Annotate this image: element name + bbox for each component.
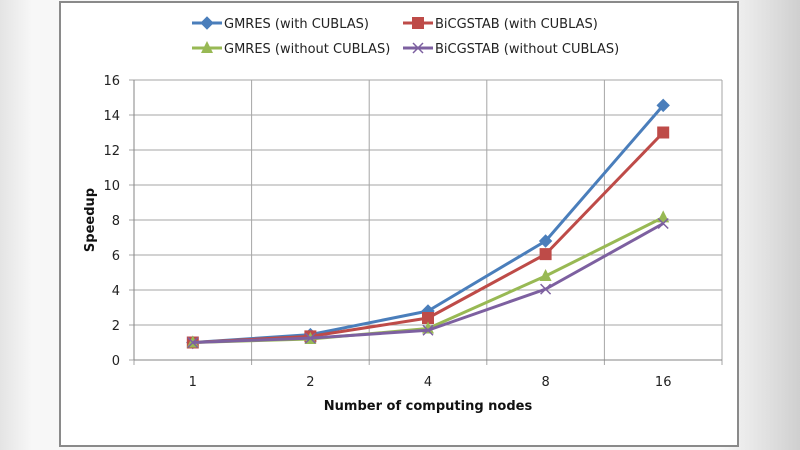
legend-item: GMRES (with CUBLAS) bbox=[192, 16, 369, 32]
y-tick-label: 10 bbox=[103, 179, 120, 194]
x-marker bbox=[187, 336, 199, 349]
x-tick-label: 16 bbox=[655, 375, 672, 390]
legend-item: GMRES (without CUBLAS) bbox=[192, 41, 390, 57]
series-bicgstab-without-cublas bbox=[187, 217, 669, 349]
x-marker bbox=[304, 332, 316, 344]
square-marker bbox=[412, 17, 424, 29]
y-tick-label: 2 bbox=[112, 319, 120, 334]
y-tick-label: 12 bbox=[103, 144, 120, 159]
legend-label: GMRES (with CUBLAS) bbox=[224, 17, 369, 32]
diamond-marker bbox=[200, 16, 214, 30]
legend-label: BiCGSTAB (without CUBLAS) bbox=[435, 42, 619, 57]
square-marker bbox=[422, 312, 434, 324]
y-axis-title: Speedup bbox=[83, 188, 98, 252]
x-tick-label: 1 bbox=[189, 375, 197, 390]
x-marker bbox=[540, 283, 552, 295]
legend-item: BiCGSTAB (without CUBLAS) bbox=[403, 42, 619, 57]
y-tick-label: 8 bbox=[112, 214, 120, 229]
square-marker bbox=[657, 126, 670, 139]
x-tick-label: 4 bbox=[424, 375, 432, 390]
y-tick-label: 14 bbox=[103, 109, 120, 124]
diamond-marker bbox=[538, 234, 553, 248]
diamond-marker bbox=[656, 98, 670, 113]
legend-item: BiCGSTAB (with CUBLAS) bbox=[403, 17, 598, 32]
legend-label: BiCGSTAB (with CUBLAS) bbox=[435, 17, 598, 32]
series-gmres-without-cublas bbox=[186, 210, 670, 348]
y-tick-label: 0 bbox=[112, 354, 120, 369]
chart-panel bbox=[59, 1, 739, 447]
triangle-marker bbox=[201, 41, 213, 53]
legend-label: GMRES (without CUBLAS) bbox=[224, 42, 390, 57]
square-marker bbox=[539, 248, 552, 261]
x-tick-label: 8 bbox=[541, 375, 549, 390]
series-gmres-with-cublas bbox=[186, 98, 670, 350]
y-tick-label: 6 bbox=[112, 249, 120, 264]
x-marker bbox=[412, 42, 424, 54]
x-axis-title: Number of computing nodes bbox=[324, 399, 533, 414]
triangle-marker bbox=[539, 269, 552, 281]
series-bicgstab-with-cublas bbox=[186, 126, 670, 349]
x-marker bbox=[657, 217, 669, 230]
x-tick-label: 2 bbox=[306, 375, 314, 390]
x-marker bbox=[422, 324, 434, 336]
triangle-marker bbox=[657, 210, 670, 223]
y-tick-label: 4 bbox=[112, 284, 120, 299]
y-tick-label: 16 bbox=[103, 74, 120, 89]
